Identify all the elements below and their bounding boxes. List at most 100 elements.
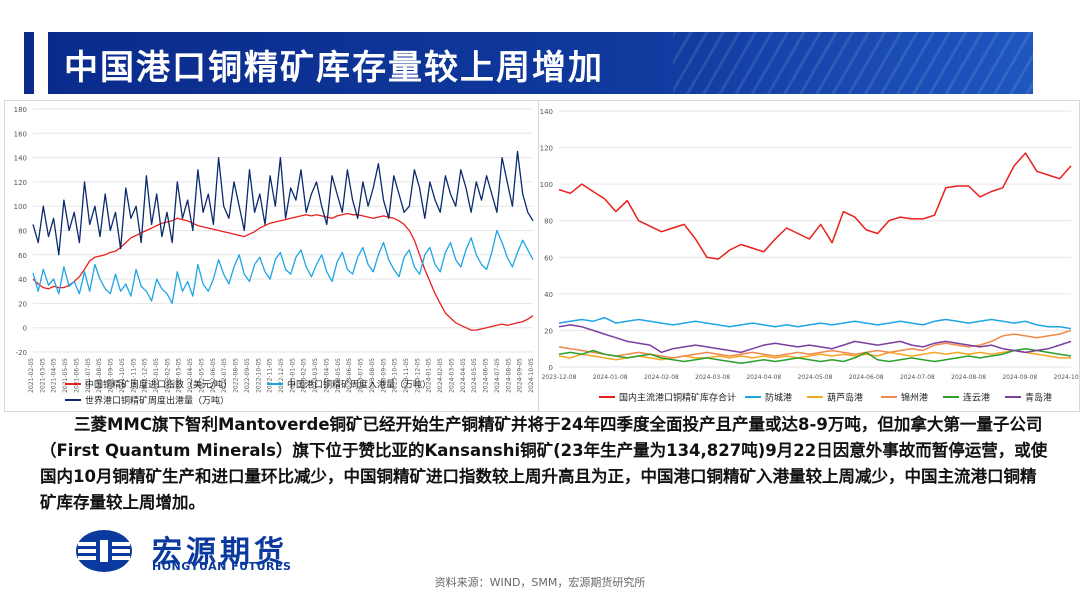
y-tick-label: 140 bbox=[14, 155, 27, 163]
series-line-1 bbox=[558, 152, 1072, 260]
x-tick-label: 2024-06-08 bbox=[849, 374, 884, 381]
series-line-4 bbox=[558, 329, 1072, 359]
x-tick-label: 2021-05-05 bbox=[62, 358, 69, 393]
x-tick-label: 2022-06-05 bbox=[210, 358, 217, 393]
x-tick-label: 2021-07-05 bbox=[85, 358, 92, 393]
x-tick-label: 2024-07-05 bbox=[494, 358, 501, 393]
x-tick-label: 2021-02-05 bbox=[28, 358, 35, 393]
legend-label: 葫芦岛港 bbox=[827, 392, 863, 404]
x-tick-label: 2024-10-08 bbox=[1054, 374, 1079, 381]
series-line-1 bbox=[32, 212, 534, 331]
legend-label: 国内主流港口铜精矿库存合计 bbox=[619, 392, 736, 404]
x-tick-label: 2022-10-05 bbox=[255, 358, 262, 393]
series-line-6 bbox=[558, 324, 1072, 354]
x-tick-label: 2023-09-05 bbox=[380, 358, 387, 393]
x-tick-label: 2022-04-05 bbox=[187, 358, 194, 393]
x-tick-label: 2021-04-05 bbox=[51, 358, 58, 393]
x-tick-label: 2022-03-05 bbox=[176, 358, 183, 393]
y-tick-label: 100 bbox=[540, 181, 553, 189]
legend-label: 防城港 bbox=[765, 392, 792, 404]
x-tick-label: 2021-03-05 bbox=[39, 358, 46, 393]
x-tick-label: 2024-07-08 bbox=[900, 374, 935, 381]
page-title: 中国港口铜精矿库存量较上周增加 bbox=[64, 48, 604, 88]
y-tick-label: 100 bbox=[14, 203, 27, 211]
legend-label: 中国港口铜精矿周度入港量（万吨） bbox=[287, 379, 431, 391]
x-tick-label: 2024-10-05 bbox=[528, 358, 535, 393]
x-tick-label: 2024-04-08 bbox=[746, 374, 781, 381]
y-tick-label: 80 bbox=[544, 218, 553, 226]
x-tick-label: 2023-06-05 bbox=[346, 358, 353, 393]
x-tick-label: 2024-02-05 bbox=[437, 358, 444, 393]
x-tick-label: 2024-08-05 bbox=[505, 358, 512, 393]
x-tick-label: 2022-09-05 bbox=[244, 358, 251, 393]
source-note: 资料来源：WIND，SMM，宏源期货研究所 bbox=[434, 576, 646, 589]
x-tick-label: 2022-12-05 bbox=[278, 358, 285, 393]
title-band bbox=[48, 32, 1033, 94]
x-tick-label: 2022-11-05 bbox=[267, 358, 274, 393]
series-line-2 bbox=[32, 229, 534, 305]
x-tick-label: 2024-09-08 bbox=[1002, 374, 1037, 381]
x-tick-label: 2022-08-05 bbox=[233, 358, 240, 393]
x-tick-label: 2024-03-05 bbox=[448, 358, 455, 393]
y-tick-label: 140 bbox=[540, 108, 553, 116]
y-tick-label: 20 bbox=[18, 300, 27, 308]
x-tick-label: 2024-08-08 bbox=[951, 374, 986, 381]
y-tick-label: 20 bbox=[544, 327, 553, 335]
y-tick-label: 80 bbox=[18, 228, 27, 236]
title-stripes bbox=[673, 32, 1033, 94]
x-tick-label: 2023-11-05 bbox=[403, 358, 410, 393]
series-line-3 bbox=[32, 150, 534, 256]
logo-text-cn: 宏源期货 bbox=[152, 535, 288, 570]
y-tick-label: 60 bbox=[18, 252, 27, 260]
x-tick-label: 2024-05-05 bbox=[471, 358, 478, 393]
x-tick-label: 2022-02-05 bbox=[164, 358, 171, 393]
y-tick-label: 120 bbox=[14, 179, 27, 187]
right-chart: 0 20 40 60 80 100 120 140 2023-12-08 2024-01-08 20… bbox=[540, 108, 1080, 404]
title-left-accent bbox=[24, 32, 34, 94]
legend-label: 中国铜精矿周度进口指数（美元/吨） bbox=[85, 379, 232, 391]
x-tick-label: 2024-05-08 bbox=[798, 374, 833, 381]
body-paragraph: 三菱MMC旗下智利Mantoverde铜矿已经开始生产铜精矿并将于24年四季度全… bbox=[40, 415, 1048, 512]
right-chart-panel: 0 20 40 60 80 100 120 140 2023-12-08 2024-01-08 20… bbox=[538, 100, 1080, 412]
x-tick-label: 2023-03-05 bbox=[312, 358, 319, 393]
x-tick-label: 2023-02-05 bbox=[301, 358, 308, 393]
x-tick-label: 2023-01-05 bbox=[289, 358, 296, 393]
legend-label: 连云港 bbox=[963, 392, 990, 404]
legend-label: 锦州港 bbox=[901, 392, 928, 404]
x-tick-label: 2024-02-08 bbox=[644, 374, 679, 381]
x-tick-label: 2021-09-05 bbox=[108, 358, 115, 393]
logo-mark bbox=[76, 530, 132, 572]
x-tick-label: 2023-12-05 bbox=[414, 358, 421, 393]
x-tick-label: 2022-05-05 bbox=[198, 358, 205, 393]
y-tick-label: 40 bbox=[544, 291, 553, 299]
legend-label: 世界港口铜精矿周度出港量（万吨） bbox=[85, 395, 229, 407]
x-tick-label: 2024-06-05 bbox=[483, 358, 490, 393]
y-tick-label: 40 bbox=[18, 276, 27, 284]
x-tick-label: 2024-09-05 bbox=[517, 358, 524, 393]
legend-label: 青岛港 bbox=[1025, 392, 1052, 404]
x-tick-label: 2023-10-05 bbox=[392, 358, 399, 393]
title-bar: 中国港口铜精矿库存量较上周增加 bbox=[48, 32, 1033, 94]
logo: 宏源期货 HONGYUAN FUTURES bbox=[74, 526, 334, 576]
x-tick-label: 2021-10-05 bbox=[119, 358, 126, 393]
x-tick-label: 2023-05-05 bbox=[335, 358, 342, 393]
x-tick-label: 2021-11-05 bbox=[130, 358, 137, 393]
x-tick-label: 2021-06-05 bbox=[73, 358, 80, 393]
x-tick-label: 2021-08-05 bbox=[96, 358, 103, 393]
x-tick-label: 2022-07-05 bbox=[221, 358, 228, 393]
left-chart: -20 0 20 40 60 80 100 120 140 160 180 2021-02-05 202… bbox=[14, 106, 535, 407]
logo-text-en: HONGYUAN FUTURES bbox=[152, 560, 292, 573]
y-tick-label: 120 bbox=[540, 145, 553, 153]
x-tick-label: 2023-12-08 bbox=[542, 374, 577, 381]
y-tick-label: 0 bbox=[23, 325, 27, 333]
y-tick-label: 60 bbox=[544, 254, 553, 262]
y-tick-label: -20 bbox=[16, 349, 27, 357]
y-tick-label: 180 bbox=[14, 106, 27, 114]
x-tick-label: 2024-01-08 bbox=[593, 374, 628, 381]
x-tick-label: 2024-04-05 bbox=[460, 358, 467, 393]
left-chart-panel: -20 0 20 40 60 80 100 120 140 160 180 2021-02-05 202… bbox=[4, 100, 540, 412]
y-tick-label: 0 bbox=[549, 364, 553, 372]
x-tick-label: 2023-08-05 bbox=[369, 358, 376, 393]
y-tick-label: 160 bbox=[14, 130, 27, 138]
series-line-5 bbox=[558, 347, 1072, 365]
